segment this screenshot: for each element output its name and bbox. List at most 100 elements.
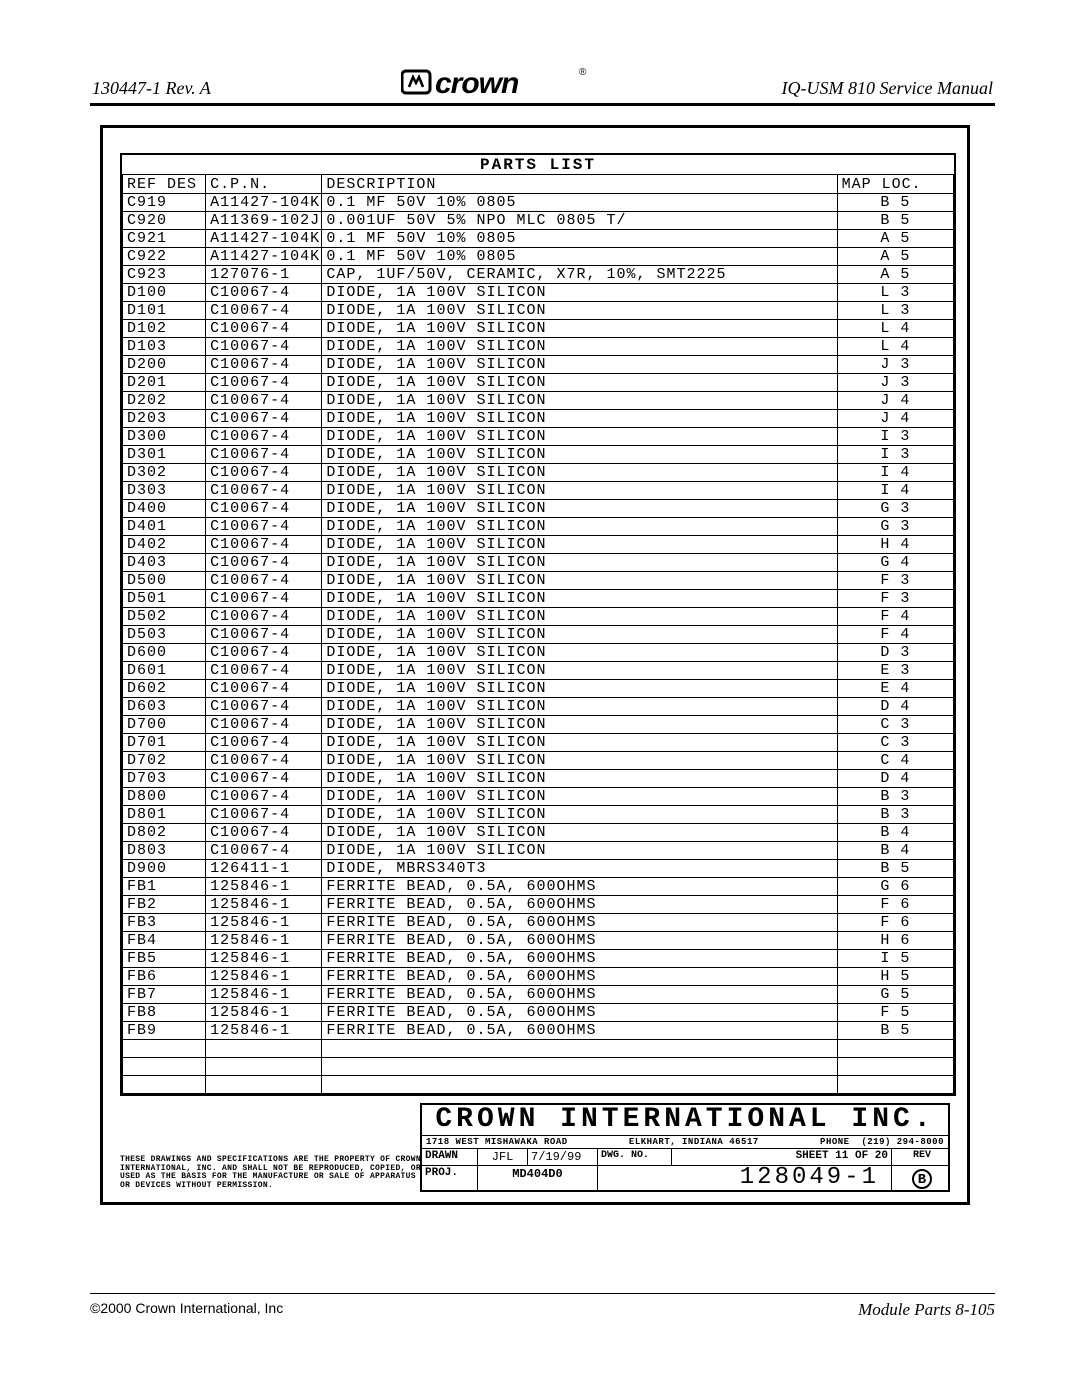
refdes-cell: D400 xyxy=(123,500,206,518)
maploc-cell: F 6 xyxy=(837,896,953,914)
table-row: D500C10067-4DIODE, 1A 100V SILICONF 3 xyxy=(123,572,954,590)
maploc-cell: F 4 xyxy=(837,626,953,644)
desc-cell: DIODE, 1A 100V SILICON xyxy=(322,320,837,338)
desc-cell: 0.1 MF 50V 10% 0805 xyxy=(322,248,837,266)
table-row: D202C10067-4DIODE, 1A 100V SILICONJ 4 xyxy=(123,392,954,410)
maploc-cell: C 3 xyxy=(837,734,953,752)
cpn-cell: C10067-4 xyxy=(206,698,322,716)
cpn-cell: C10067-4 xyxy=(206,590,322,608)
desc-cell: CAP, 1UF/50V, CERAMIC, X7R, 10%, SMT2225 xyxy=(322,266,837,284)
cpn-cell: C10067-4 xyxy=(206,770,322,788)
refdes-cell: D401 xyxy=(123,518,206,536)
cpn-cell: 125846-1 xyxy=(206,986,322,1004)
table-row: C922A11427-104K20.1 MF 50V 10% 0805A 5 xyxy=(123,248,954,266)
desc-cell: FERRITE BEAD, 0.5A, 600OHMS xyxy=(322,1022,837,1040)
refdes-cell: D800 xyxy=(123,788,206,806)
maploc-cell: E 4 xyxy=(837,680,953,698)
desc-cell: DIODE, 1A 100V SILICON xyxy=(322,734,837,752)
crown-logo: crown ® xyxy=(401,65,591,103)
table-row: FB8125846-1FERRITE BEAD, 0.5A, 600OHMSF … xyxy=(123,1004,954,1022)
cpn-cell: C10067-4 xyxy=(206,842,322,860)
cpn-cell: C10067-4 xyxy=(206,536,322,554)
cpn-cell: C10067-4 xyxy=(206,806,322,824)
table-row: D801C10067-4DIODE, 1A 100V SILICONB 3 xyxy=(123,806,954,824)
table-row: D503C10067-4DIODE, 1A 100V SILICONF 4 xyxy=(123,626,954,644)
legal-notice: THESE DRAWINGS AND SPECIFICATIONS ARE TH… xyxy=(120,1156,430,1190)
desc-cell: DIODE, 1A 100V SILICON xyxy=(322,572,837,590)
cpn-cell: C10067-4 xyxy=(206,284,322,302)
table-row: D201C10067-4DIODE, 1A 100V SILICONJ 3 xyxy=(123,374,954,392)
desc-cell: FERRITE BEAD, 0.5A, 600OHMS xyxy=(322,914,837,932)
titleblock-row-1: DRAWN JFL 7/19/99 DWG. NO. SHEET 11 OF 2… xyxy=(422,1148,948,1165)
cpn-cell: C10067-4 xyxy=(206,446,322,464)
table-row: D803C10067-4DIODE, 1A 100V SILICONB 4 xyxy=(123,842,954,860)
refdes-cell: FB6 xyxy=(123,968,206,986)
table-row: D700C10067-4DIODE, 1A 100V SILICONC 3 xyxy=(123,716,954,734)
refdes-cell: C919 xyxy=(123,194,206,212)
table-row: FB3125846-1FERRITE BEAD, 0.5A, 600OHMSF … xyxy=(123,914,954,932)
refdes-cell: D202 xyxy=(123,392,206,410)
cpn-cell: 126411-1 xyxy=(206,860,322,878)
table-row: FB9125846-1FERRITE BEAD, 0.5A, 600OHMSB … xyxy=(123,1022,954,1040)
table-row: D602C10067-4DIODE, 1A 100V SILICONE 4 xyxy=(123,680,954,698)
header-bar: 130447-1 Rev. A crown ® IQ-USM 810 Servi… xyxy=(90,70,995,106)
cpn-cell: C10067-4 xyxy=(206,626,322,644)
cpn-cell: A11427-104K2 xyxy=(206,230,322,248)
table-row: FB7125846-1FERRITE BEAD, 0.5A, 600OHMSG … xyxy=(123,986,954,1004)
table-row: D200C10067-4DIODE, 1A 100V SILICONJ 3 xyxy=(123,356,954,374)
refdes-cell: FB5 xyxy=(123,950,206,968)
refdes-cell: FB3 xyxy=(123,914,206,932)
table-row: D603C10067-4DIODE, 1A 100V SILICOND 4 xyxy=(123,698,954,716)
refdes-cell: D801 xyxy=(123,806,206,824)
proj-value: MD404D0 xyxy=(478,1166,598,1190)
desc-cell: DIODE, 1A 100V SILICON xyxy=(322,680,837,698)
desc-cell: DIODE, 1A 100V SILICON xyxy=(322,464,837,482)
maploc-cell: A 5 xyxy=(837,230,953,248)
cpn-cell: C10067-4 xyxy=(206,716,322,734)
maploc-cell: I 3 xyxy=(837,446,953,464)
maploc-cell: H 6 xyxy=(837,932,953,950)
refdes-cell xyxy=(123,1058,206,1076)
maploc-cell: I 5 xyxy=(837,950,953,968)
table-row: D101C10067-4DIODE, 1A 100V SILICONL 3 xyxy=(123,302,954,320)
table-row: C919A11427-104K20.1 MF 50V 10% 0805B 5 xyxy=(123,194,954,212)
table-row: FB5125846-1FERRITE BEAD, 0.5A, 600OHMSI … xyxy=(123,950,954,968)
desc-cell: DIODE, 1A 100V SILICON xyxy=(322,752,837,770)
maploc-cell: H 4 xyxy=(837,536,953,554)
table-row: D400C10067-4DIODE, 1A 100V SILICONG 3 xyxy=(123,500,954,518)
desc-cell: DIODE, 1A 100V SILICON xyxy=(322,482,837,500)
refdes-cell: D403 xyxy=(123,554,206,572)
cpn-cell: C10067-4 xyxy=(206,554,322,572)
cpn-cell: C10067-4 xyxy=(206,824,322,842)
maploc-cell: L 3 xyxy=(837,302,953,320)
cpn-cell: 125846-1 xyxy=(206,932,322,950)
table-row: D301C10067-4DIODE, 1A 100V SILICONI 3 xyxy=(123,446,954,464)
cpn-cell: C10067-4 xyxy=(206,356,322,374)
cpn-cell: C10067-4 xyxy=(206,302,322,320)
refdes-cell: D103 xyxy=(123,338,206,356)
refdes-cell: D803 xyxy=(123,842,206,860)
desc-cell: FERRITE BEAD, 0.5A, 600OHMS xyxy=(322,950,837,968)
drawn-label: DRAWN xyxy=(422,1149,478,1165)
table-row: D900126411-1DIODE, MBRS340T3B 5 xyxy=(123,860,954,878)
desc-cell: DIODE, 1A 100V SILICON xyxy=(322,842,837,860)
table-row: FB6125846-1FERRITE BEAD, 0.5A, 600OHMSH … xyxy=(123,968,954,986)
drawn-by: JFL xyxy=(478,1149,528,1165)
maploc-cell: E 3 xyxy=(837,662,953,680)
cpn-cell: C10067-4 xyxy=(206,518,322,536)
refdes-cell: D302 xyxy=(123,464,206,482)
cpn-cell: C10067-4 xyxy=(206,392,322,410)
cpn-cell: 125846-1 xyxy=(206,878,322,896)
dwg-no-label: DWG. NO. xyxy=(598,1149,672,1165)
table-row: FB1125846-1FERRITE BEAD, 0.5A, 600OHMSG … xyxy=(123,878,954,896)
dwg-number: 128049-1 xyxy=(598,1166,892,1190)
refdes-cell: D702 xyxy=(123,752,206,770)
table-row: D102C10067-4DIODE, 1A 100V SILICONL 4 xyxy=(123,320,954,338)
table-row: D800C10067-4DIODE, 1A 100V SILICONB 3 xyxy=(123,788,954,806)
desc-cell: DIODE, MBRS340T3 xyxy=(322,860,837,878)
desc-cell: FERRITE BEAD, 0.5A, 600OHMS xyxy=(322,1004,837,1022)
maploc-cell: H 5 xyxy=(837,968,953,986)
maploc-cell: L 4 xyxy=(837,320,953,338)
cpn-cell xyxy=(206,1040,322,1058)
maploc-cell: G 5 xyxy=(837,986,953,1004)
